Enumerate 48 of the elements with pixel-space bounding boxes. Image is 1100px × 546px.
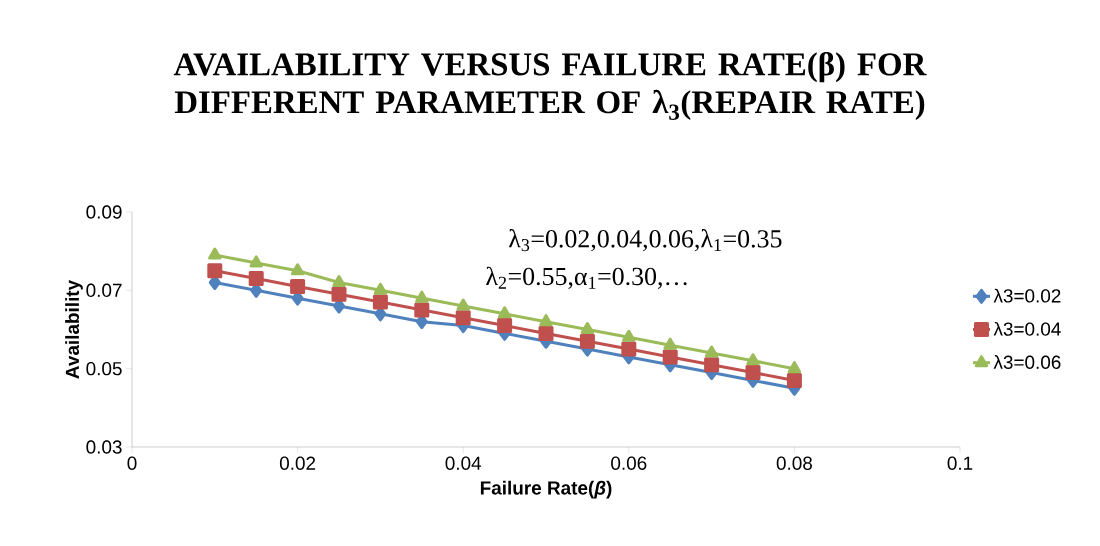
point <box>207 263 223 279</box>
x-tick-label: 0.04 <box>445 456 482 470</box>
point <box>248 271 264 287</box>
y-tick-label: 0.05 <box>86 361 122 376</box>
point <box>538 325 554 341</box>
point <box>579 333 595 349</box>
y-tick-label: 0.07 <box>86 283 122 298</box>
point <box>455 310 471 326</box>
point <box>249 255 263 268</box>
x-tick-label: 0.02 <box>279 456 316 470</box>
y-tick-label: 0.09 <box>86 205 122 219</box>
point <box>497 306 512 319</box>
point <box>621 341 637 357</box>
point <box>456 298 470 311</box>
point <box>662 349 678 365</box>
point <box>290 278 306 294</box>
point <box>290 263 305 276</box>
point <box>372 294 388 310</box>
point <box>663 337 677 350</box>
legend-label: λ3=0.04 <box>993 321 1061 336</box>
point <box>746 353 760 366</box>
point <box>622 329 636 342</box>
annotation: λ$_{3}$=0.02,0.04,0.06,λ$_{1}$=0.35 <box>508 229 782 252</box>
point <box>745 365 761 381</box>
x-tick-label: 0.06 <box>611 456 647 470</box>
point <box>704 357 720 373</box>
chart-title: AVAILABILITY VERSUS FAILURE RATE(β) FOR DIFFERENT PARAMETER OF λ$_{3}$(REPAIR RATE) <box>173 51 927 120</box>
x-tick-label: 0 <box>127 456 137 470</box>
point <box>373 282 388 295</box>
point <box>414 302 430 318</box>
point <box>787 361 802 374</box>
annotation: λ$_{2}$=0.55,α$_{1}$=0.30,… <box>486 266 687 289</box>
point <box>331 286 347 302</box>
point <box>786 372 802 388</box>
point <box>580 321 595 334</box>
point <box>208 247 222 260</box>
y-tick-label: 0.03 <box>86 440 122 454</box>
point <box>539 314 553 327</box>
x-tick-label: 0.08 <box>776 456 813 470</box>
point <box>415 290 429 303</box>
point <box>497 318 513 334</box>
y-axis-title: Availability <box>65 279 83 379</box>
x-tick-label: 0.1 <box>947 456 973 470</box>
point <box>704 345 719 358</box>
legend-label: λ3=0.02 <box>993 288 1061 303</box>
legend-label: λ3=0.06 <box>993 355 1061 369</box>
point <box>332 274 346 287</box>
x-axis-title: Failure Rate(β) <box>480 480 612 499</box>
